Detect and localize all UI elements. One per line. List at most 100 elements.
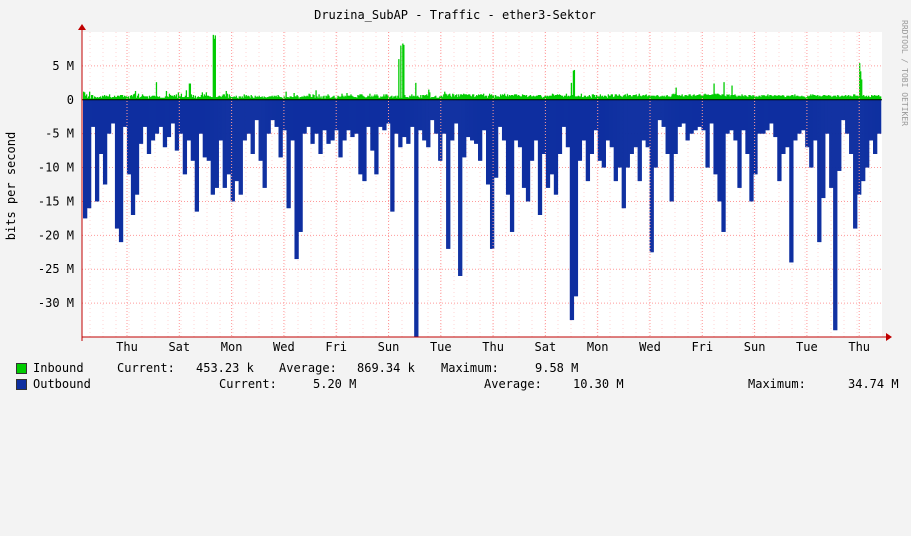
outbound-bar <box>712 99 714 124</box>
inbound-bar <box>821 96 823 100</box>
inbound-bar <box>724 95 726 100</box>
inbound-bar <box>795 96 797 100</box>
outbound-bar <box>700 99 702 127</box>
inbound-bar <box>522 95 525 100</box>
outbound-bar <box>146 99 149 154</box>
inbound-bar <box>100 97 103 100</box>
outbound-bar <box>136 99 139 195</box>
outbound-bar <box>648 99 650 148</box>
inbound-bar <box>152 95 155 100</box>
outbound-bar <box>418 99 420 131</box>
inbound-bar <box>487 95 490 100</box>
outbound-bar <box>96 99 99 202</box>
inbound-bar <box>524 95 527 100</box>
outbound-bar <box>636 99 638 148</box>
outbound-bar <box>786 99 788 148</box>
outbound-bar <box>707 99 709 168</box>
inbound-bar <box>348 95 350 100</box>
inbound-bar <box>447 95 449 100</box>
inbound-bar <box>870 97 872 100</box>
outbound-bar <box>104 99 107 185</box>
outbound-bar <box>548 99 551 188</box>
outbound-bar <box>677 99 679 127</box>
inbound-bar <box>482 95 484 100</box>
outbound-bar <box>785 99 787 148</box>
inbound-bar <box>862 95 864 100</box>
outbound-bar <box>210 99 212 195</box>
inbound-bar <box>577 95 580 100</box>
inbound-bar <box>581 97 584 100</box>
inbound-bar <box>458 94 460 100</box>
inbound-bar <box>850 95 852 100</box>
outbound-bar <box>763 99 765 134</box>
outbound-bar <box>819 99 821 243</box>
outbound-bar <box>383 99 385 131</box>
outbound-bar <box>115 99 118 229</box>
outbound-bar <box>878 99 880 134</box>
inbound-bar <box>481 94 483 100</box>
outbound-bar <box>861 99 863 182</box>
outbound-bar <box>814 99 816 141</box>
outbound-bar <box>792 99 794 263</box>
inbound-bar <box>430 97 432 100</box>
outbound-bar <box>225 99 227 188</box>
inbound-bar <box>226 93 228 100</box>
inbound-bar <box>394 96 396 100</box>
outbound-bar <box>561 99 564 127</box>
outbound-bar <box>733 99 735 141</box>
outbound-bar <box>297 99 299 260</box>
x-tick-label: Fri <box>691 340 713 354</box>
outbound-bar <box>85 99 87 219</box>
outbound-bar <box>501 99 504 141</box>
outbound-bar <box>787 99 789 148</box>
outbound-bar <box>393 99 395 212</box>
outbound-bar <box>195 99 198 212</box>
inbound-bar <box>742 95 744 100</box>
outbound-bar <box>307 99 309 127</box>
outbound-bar <box>859 99 861 195</box>
outbound-bar <box>221 99 223 141</box>
traffic-graph: Druzina_SubAP - Traffic - ether3-Sektor … <box>4 8 909 391</box>
inbound-bar <box>485 95 488 100</box>
outbound-bar <box>795 99 797 141</box>
outbound-bar <box>273 99 275 121</box>
outbound-bar <box>448 99 450 249</box>
outbound-bar <box>263 99 265 188</box>
outbound-bar <box>678 99 680 127</box>
inbound-bar <box>867 97 869 100</box>
outbound-bar <box>766 99 768 131</box>
inbound-bar <box>312 94 314 100</box>
inbound-bar <box>333 95 335 100</box>
inbound-bar <box>662 96 664 100</box>
inbound-bar <box>476 95 478 100</box>
outbound-bar <box>823 99 825 199</box>
inbound-bar <box>138 97 141 100</box>
outbound-bar <box>518 99 521 148</box>
inbound-bar <box>251 96 253 100</box>
inbound-current: 453.23 k <box>196 361 254 375</box>
outbound-bar <box>808 99 810 148</box>
outbound-bar <box>299 99 301 232</box>
inbound-bar <box>743 96 745 100</box>
inbound-bar <box>584 95 587 100</box>
outbound-bar <box>654 99 656 168</box>
inbound-bar <box>873 95 875 100</box>
inbound-bar <box>367 95 369 100</box>
inbound-bar <box>603 95 605 100</box>
outbound-bar <box>871 99 873 141</box>
inbound-bar <box>199 97 202 100</box>
inbound-bar <box>218 95 220 100</box>
inbound-bar <box>352 96 354 100</box>
inbound-bar <box>580 93 583 100</box>
inbound-bar <box>730 95 732 100</box>
outbound-bar <box>230 99 232 202</box>
outbound-average-label: Average: <box>484 377 542 391</box>
outbound-bar <box>464 99 466 158</box>
inbound-bar <box>212 34 214 100</box>
outbound-bar <box>289 99 291 209</box>
inbound-bar <box>350 94 352 100</box>
inbound-bar <box>457 97 459 100</box>
outbound-bar <box>586 99 589 182</box>
outbound-bar <box>772 99 774 124</box>
outbound-bar <box>839 99 841 171</box>
